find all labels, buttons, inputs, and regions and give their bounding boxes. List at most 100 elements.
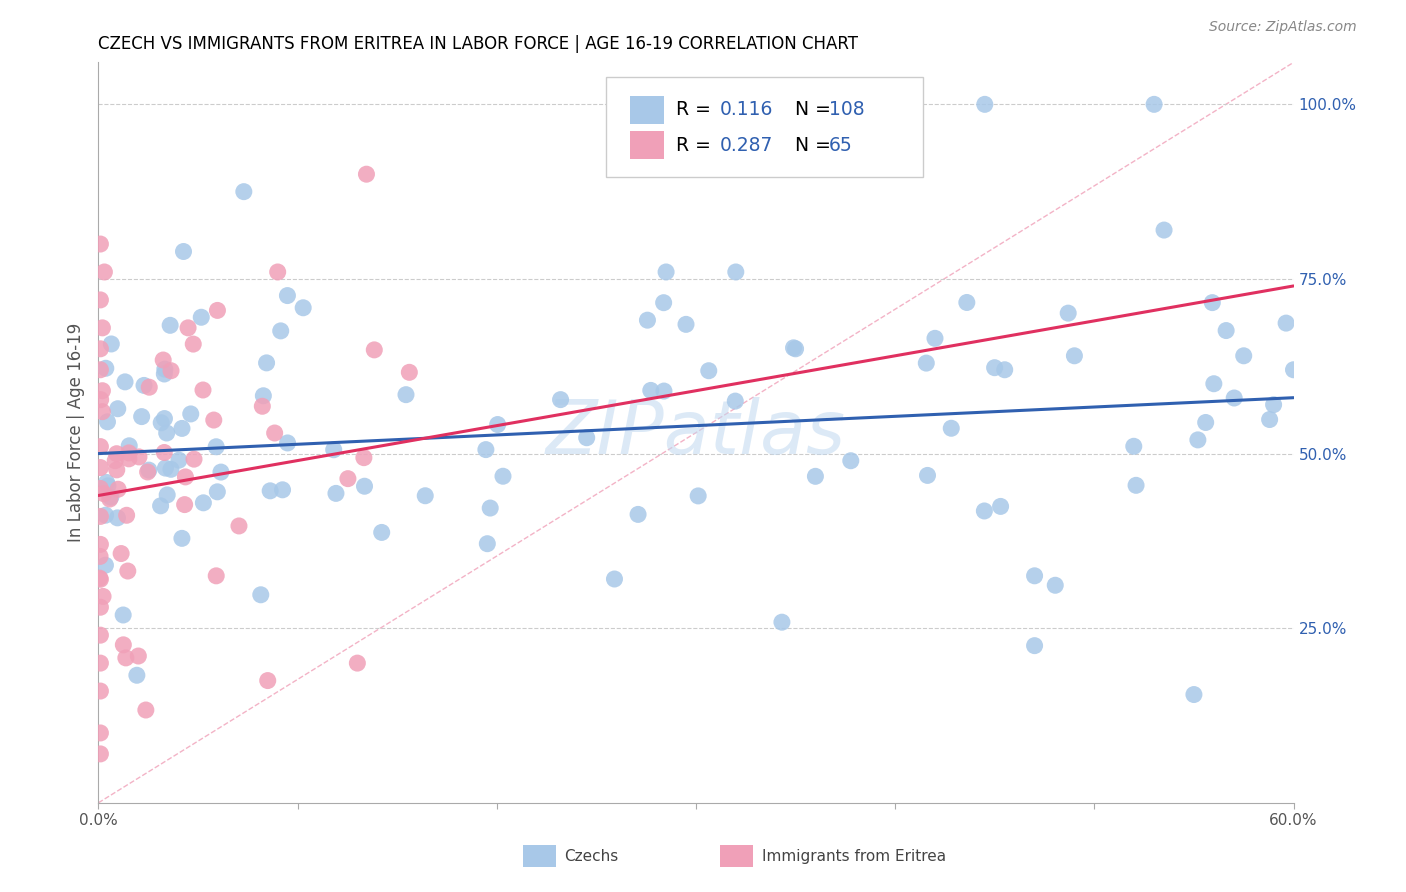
Point: [336, 472, 359, 486]
Point: [118, 451, 141, 466]
Point: [89, 342, 111, 356]
Point: [1195, 416, 1218, 430]
Point: [1223, 391, 1246, 405]
Point: [249, 588, 271, 602]
Point: [363, 343, 385, 357]
Point: [93, 265, 115, 279]
Point: [94, 361, 117, 376]
Point: [270, 324, 292, 338]
Point: [1202, 376, 1225, 391]
Point: [89, 482, 111, 496]
Point: [136, 465, 159, 479]
Point: [191, 383, 214, 397]
Point: [356, 167, 378, 181]
Point: [990, 500, 1012, 514]
Point: [1024, 639, 1046, 653]
Point: [117, 564, 139, 578]
Point: [160, 364, 183, 378]
Point: [89, 600, 111, 615]
Point: [89, 509, 111, 524]
Point: [1182, 688, 1205, 702]
Point: [640, 384, 662, 398]
Point: [89, 656, 111, 670]
Point: [125, 668, 148, 682]
Point: [89, 537, 111, 551]
Point: [112, 638, 135, 652]
Point: [89, 571, 111, 585]
Y-axis label: In Labor Force | Age 16-19: In Labor Force | Age 16-19: [67, 323, 86, 542]
Point: [486, 417, 509, 432]
Point: [183, 452, 205, 467]
Point: [153, 445, 176, 459]
Point: [89, 684, 111, 698]
Point: [346, 656, 368, 670]
Point: [353, 479, 375, 493]
Point: [153, 362, 176, 376]
Point: [96, 415, 118, 429]
Point: [252, 389, 274, 403]
Point: [132, 378, 155, 392]
Point: [156, 425, 179, 440]
Point: [91, 384, 114, 398]
Point: [292, 301, 315, 315]
Point: [228, 519, 250, 533]
Point: [770, 615, 793, 630]
Point: [114, 375, 136, 389]
Text: 0.116: 0.116: [720, 100, 773, 120]
Point: [655, 265, 678, 279]
Point: [153, 411, 176, 425]
Point: [159, 318, 181, 333]
Point: [724, 394, 747, 409]
Point: [89, 440, 111, 454]
Text: ZIPatlas: ZIPatlas: [546, 397, 846, 468]
Point: [98, 491, 121, 506]
Point: [370, 525, 392, 540]
Point: [115, 651, 138, 665]
Point: [131, 409, 153, 424]
Point: [107, 511, 129, 525]
Point: [190, 310, 212, 325]
Point: [205, 440, 228, 454]
Point: [675, 318, 697, 332]
Point: [181, 337, 204, 351]
Point: [94, 508, 117, 523]
Point: [1263, 398, 1285, 412]
Point: [177, 321, 200, 335]
Point: [1063, 349, 1085, 363]
Point: [118, 439, 141, 453]
Point: [170, 532, 193, 546]
Point: [112, 607, 135, 622]
Point: [174, 470, 197, 484]
Point: [973, 97, 995, 112]
Point: [782, 341, 804, 355]
Point: [193, 496, 215, 510]
Text: R =: R =: [676, 136, 717, 155]
Point: [89, 572, 111, 586]
FancyBboxPatch shape: [606, 78, 922, 178]
Point: [688, 489, 710, 503]
Point: [839, 454, 862, 468]
Point: [1258, 412, 1281, 426]
Point: [924, 331, 946, 345]
Point: [271, 483, 294, 497]
Point: [697, 364, 720, 378]
Point: [90, 392, 112, 407]
Point: [983, 360, 1005, 375]
Point: [603, 572, 626, 586]
Point: [252, 399, 274, 413]
Text: N =: N =: [783, 136, 837, 155]
FancyBboxPatch shape: [630, 131, 664, 160]
Point: [232, 185, 254, 199]
Point: [105, 463, 128, 477]
Point: [170, 421, 193, 435]
Point: [89, 460, 111, 475]
Point: [104, 453, 127, 467]
Point: [202, 413, 225, 427]
Point: [89, 363, 111, 377]
Point: [550, 392, 572, 407]
Point: [89, 628, 111, 642]
Text: Source: ZipAtlas.com: Source: ZipAtlas.com: [1209, 20, 1357, 34]
Point: [395, 387, 418, 401]
Point: [575, 431, 598, 445]
Point: [152, 353, 174, 368]
